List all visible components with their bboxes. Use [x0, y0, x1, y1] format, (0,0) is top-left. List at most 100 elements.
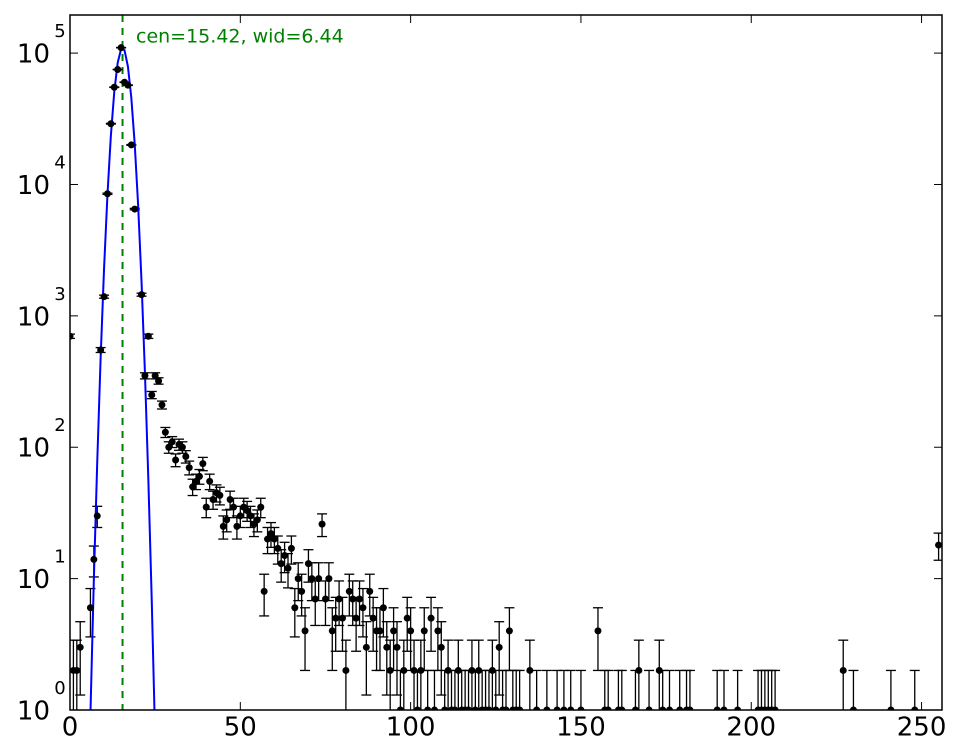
data-point — [495, 643, 503, 651]
data-point — [631, 706, 639, 710]
x-tick-label: 250 — [897, 713, 947, 743]
data-point — [424, 706, 432, 710]
data-point — [686, 706, 694, 710]
data-point — [144, 332, 152, 340]
data-point — [386, 666, 394, 674]
data-point — [110, 83, 118, 91]
data-point — [666, 706, 673, 710]
data-point — [253, 516, 261, 524]
data-point — [488, 666, 496, 674]
data-point — [645, 706, 653, 710]
y-tick-exponent: 5 — [54, 21, 65, 42]
data-point — [209, 496, 217, 504]
data-point — [277, 560, 285, 568]
data-point — [342, 666, 350, 674]
data-point — [223, 516, 231, 524]
data-point — [441, 706, 449, 710]
data-point — [124, 81, 132, 89]
data-point — [100, 293, 108, 301]
data-point — [393, 643, 401, 651]
data-point — [311, 595, 319, 603]
data-point — [451, 706, 459, 710]
data-point — [339, 614, 346, 622]
data-point — [935, 541, 942, 549]
error-bar — [426, 596, 437, 652]
data-point — [410, 666, 418, 674]
data-point — [97, 346, 105, 354]
data-point — [86, 604, 94, 612]
data-point — [839, 666, 847, 674]
data-point — [114, 66, 122, 74]
data-point — [270, 535, 278, 543]
data-point — [158, 401, 166, 409]
data-point — [264, 535, 272, 543]
y-tick-label: 10 — [17, 565, 50, 595]
data-point — [849, 706, 857, 710]
data-point — [315, 575, 323, 583]
y-tick-label: 10 — [17, 302, 50, 332]
error-bar — [909, 669, 920, 710]
data-point — [73, 666, 81, 674]
data-point — [308, 575, 316, 583]
error-bar — [75, 621, 86, 696]
data-point — [594, 627, 602, 635]
error-bar — [633, 639, 644, 710]
error-bar — [340, 639, 351, 710]
data-point — [420, 627, 428, 635]
data-point — [172, 456, 180, 464]
data-point — [635, 666, 643, 674]
data-point — [567, 706, 575, 710]
error-bar — [732, 669, 743, 710]
x-tick-label: 100 — [386, 713, 436, 743]
data-point — [76, 643, 84, 651]
error-bar — [644, 669, 655, 710]
y-tick-exponent: 0 — [54, 678, 65, 699]
data-point — [390, 627, 398, 635]
data-point — [90, 555, 98, 563]
x-tick-label: 200 — [726, 713, 776, 743]
error-bar — [361, 621, 372, 696]
data-point — [267, 530, 275, 538]
data-point — [148, 391, 156, 399]
y-tick-exponent: 3 — [54, 284, 65, 305]
data-point — [151, 372, 159, 380]
data-point — [230, 503, 237, 511]
data-point — [243, 506, 251, 514]
data-point — [127, 141, 135, 149]
data-point — [117, 44, 125, 52]
data-point — [332, 614, 340, 622]
data-point — [396, 706, 404, 710]
data-point — [720, 706, 728, 710]
data-point — [771, 706, 779, 710]
data-point — [216, 491, 224, 499]
error-bar — [885, 669, 896, 710]
data-point — [492, 706, 500, 710]
error-bar — [838, 639, 849, 710]
data-point — [233, 522, 241, 530]
annotation: cen=15.42, wid=6.44 — [136, 26, 344, 48]
axes-frame — [69, 14, 943, 711]
data-point — [321, 595, 329, 603]
y-tick-label: 10 — [17, 40, 50, 70]
data-point — [192, 477, 200, 485]
data-point — [281, 551, 289, 559]
data-point — [226, 496, 234, 504]
error-bar — [487, 639, 498, 710]
data-point — [526, 666, 534, 674]
error-bar — [616, 669, 627, 710]
data-point — [287, 544, 295, 552]
data-point — [199, 460, 207, 468]
data-point — [468, 666, 476, 674]
data-point — [161, 428, 169, 436]
x-tick-label: 150 — [556, 713, 606, 743]
error-bar — [524, 639, 535, 710]
data-point — [618, 706, 626, 710]
y-tick-exponent: 4 — [54, 152, 65, 173]
error-bar — [514, 669, 525, 710]
data-point — [655, 666, 663, 674]
data-point — [471, 706, 479, 710]
data-point — [301, 627, 309, 635]
data-point — [236, 512, 244, 520]
data-point — [345, 587, 353, 595]
